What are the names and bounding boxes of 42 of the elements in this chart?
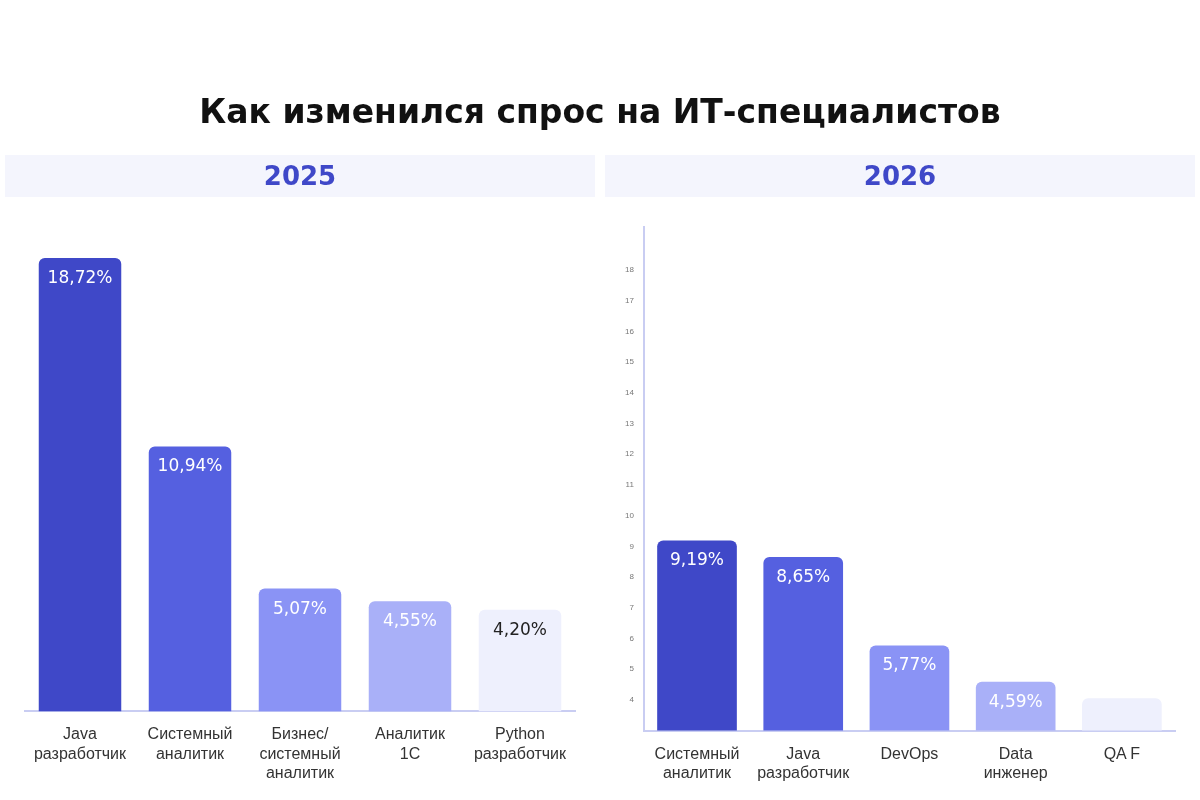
x-tick-label: Аналитик 1С: [375, 725, 446, 762]
y-tick-label: 9: [629, 541, 635, 551]
y-tick-label: 15: [624, 357, 635, 367]
chart-subtitle: 2026: [605, 155, 1195, 197]
data-label: 4,20%: [492, 618, 548, 639]
y-tick-label: 7: [629, 602, 635, 612]
chart-subtitle: 2025: [5, 155, 595, 197]
data-label: 18,72%: [47, 266, 113, 287]
y-tick-label: 10: [624, 510, 635, 520]
y-tick-label: 8: [629, 572, 635, 582]
data-label: 8,65%: [776, 566, 831, 587]
x-tick-label: QA F: [1103, 744, 1141, 762]
bar: [368, 601, 452, 712]
y-tick-label: 14: [624, 388, 635, 398]
y-tick-label: 6: [629, 633, 635, 643]
y-tick-label: 17: [624, 295, 635, 305]
y-tick-label: 12: [624, 449, 635, 459]
data-label: 9,19%: [670, 549, 725, 570]
x-tick-label: Системный аналитик: [147, 725, 233, 762]
x-tick-label: Java разработчик: [757, 744, 851, 781]
data-label: 5,77%: [882, 654, 937, 675]
bar: [258, 588, 342, 712]
chart-title: Как изменился спрос на ИТ-специалистов: [198, 92, 1002, 131]
x-tick-label: Системный аналитик: [654, 744, 740, 781]
data-label: 4,55%: [382, 610, 438, 631]
y-tick-label: 5: [629, 664, 635, 674]
x-tick-label: Бизнес/системный аналитик: [259, 725, 341, 781]
x-tick-label: Java разработчик: [33, 725, 128, 762]
y-tick-label: 11: [625, 480, 635, 490]
data-label: 4,59%: [988, 690, 1043, 711]
data-label: 5,07%: [272, 597, 328, 618]
y-tick-label: 4: [629, 695, 635, 705]
bar: [478, 609, 562, 712]
x-tick-label: Data инженер: [983, 744, 1048, 781]
bar: [38, 258, 122, 712]
data-label: 10,94%: [157, 455, 223, 476]
y-tick-label: 16: [624, 326, 635, 336]
x-tick-label: DevOps: [880, 744, 939, 762]
y-tick-label: 18: [624, 265, 635, 275]
x-tick-label: Python разработчик: [473, 725, 568, 762]
y-tick-label: 13: [624, 418, 635, 428]
bar: [148, 446, 232, 712]
